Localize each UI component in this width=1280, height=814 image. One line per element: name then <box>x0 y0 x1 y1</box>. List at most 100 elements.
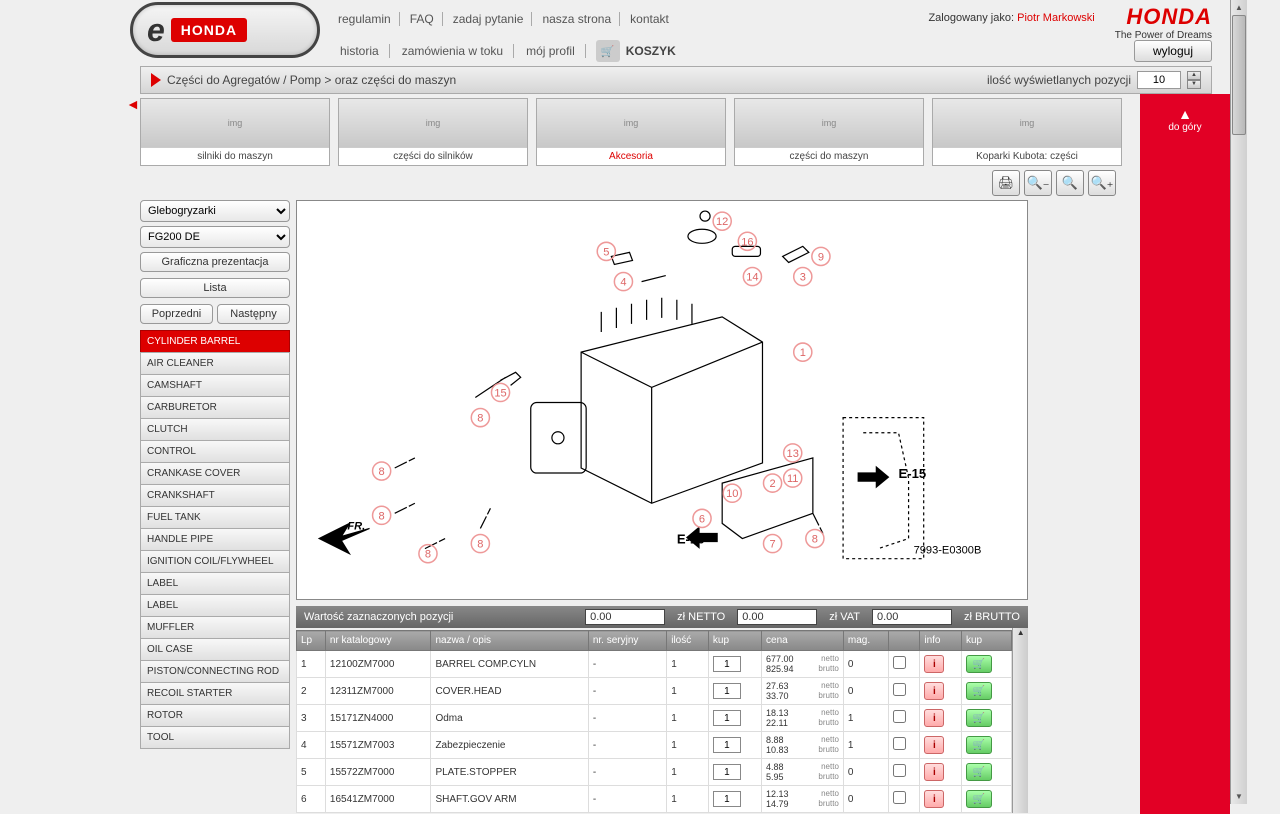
part-group-item[interactable]: CONTROL <box>140 440 290 463</box>
nav-link[interactable]: mój profil <box>516 44 586 58</box>
part-group-item[interactable]: FUEL TANK <box>140 506 290 529</box>
cart-link[interactable]: 🛒 KOSZYK <box>596 40 676 62</box>
zoom-out-button[interactable]: 🔍₋ <box>1024 170 1052 196</box>
svg-text:2: 2 <box>770 478 776 490</box>
category-select[interactable]: Glebogryzarki <box>140 200 290 222</box>
top-link[interactable]: regulamin <box>330 12 400 26</box>
model-select[interactable]: FG200 DE <box>140 226 290 248</box>
prev-button[interactable]: Poprzedni <box>140 304 213 324</box>
count-up-button[interactable]: ▲ <box>1187 71 1201 80</box>
scroll-top-button[interactable]: do góry <box>1140 94 1230 133</box>
page-scrollbar[interactable]: ▲ ▼ <box>1230 0 1247 804</box>
info-icon[interactable]: i <box>924 790 944 808</box>
part-group-item[interactable]: RECOIL STARTER <box>140 682 290 705</box>
info-icon[interactable]: i <box>924 709 944 727</box>
part-group-item[interactable]: IGNITION COIL/FLYWHEEL <box>140 550 290 573</box>
top-link[interactable]: kontakt <box>622 12 677 26</box>
top-link[interactable]: zadaj pytanie <box>445 12 533 26</box>
diagram-svg: 1234567891011121314151688888 E-15 E-16 F… <box>299 201 1024 599</box>
category-thumb: img <box>141 99 329 147</box>
part-group-item[interactable]: MUFFLER <box>140 616 290 639</box>
info-icon[interactable]: i <box>924 736 944 754</box>
part-group-item[interactable]: LABEL <box>140 594 290 617</box>
part-group-item[interactable]: AIR CLEANER <box>140 352 290 375</box>
add-to-cart-icon[interactable]: 🛒 <box>966 763 992 781</box>
buy-qty-input[interactable] <box>713 791 741 807</box>
table-row: 2 12311ZM7000 COVER.HEAD - 1 27.63netto3… <box>297 678 1012 705</box>
part-group-item[interactable]: CYLINDER BARREL <box>140 330 290 353</box>
secondary-nav: historiazamówienia w tokumój profil <box>330 44 586 58</box>
nav-left-arrow-icon[interactable]: ◄ <box>126 96 140 110</box>
part-group-item[interactable]: CRANKASE COVER <box>140 462 290 485</box>
part-group-item[interactable]: CLUTCH <box>140 418 290 441</box>
buy-qty-input[interactable] <box>713 656 741 672</box>
category-thumb: img <box>735 99 923 147</box>
item-count-input[interactable] <box>1137 71 1181 89</box>
part-group-item[interactable]: LABEL <box>140 572 290 595</box>
total-netto: 0.00 <box>585 609 665 625</box>
top-link[interactable]: FAQ <box>402 12 443 26</box>
zoom-reset-button[interactable]: 🔍 <box>1056 170 1084 196</box>
buy-qty-input[interactable] <box>713 764 741 780</box>
table-scrollbar[interactable]: ▲ <box>1012 628 1028 813</box>
parts-table: Lpnr katalogowynazwa / opisnr. seryjnyil… <box>296 630 1012 813</box>
sidebar: Glebogryzarki FG200 DE Graficzna prezent… <box>140 200 290 813</box>
category-card[interactable]: imgsilniki do maszyn <box>140 98 330 166</box>
svg-text:11: 11 <box>787 473 799 485</box>
part-group-item[interactable]: CAMSHAFT <box>140 374 290 397</box>
row-checkbox[interactable] <box>893 737 906 750</box>
row-checkbox[interactable] <box>893 710 906 723</box>
top-link[interactable]: nasza strona <box>534 12 620 26</box>
row-checkbox[interactable] <box>893 683 906 696</box>
table-header: mag. <box>843 631 888 651</box>
logo[interactable]: e HONDA <box>130 2 320 58</box>
category-card[interactable]: imgAkcesoria <box>536 98 726 166</box>
svg-text:7: 7 <box>770 539 776 551</box>
part-group-item[interactable]: TOOL <box>140 726 290 749</box>
table-header: info <box>920 631 962 651</box>
part-group-item[interactable]: PISTON/CONNECTING ROD <box>140 660 290 683</box>
part-group-item[interactable]: CARBURETOR <box>140 396 290 419</box>
svg-text:16: 16 <box>741 236 753 248</box>
row-checkbox[interactable] <box>893 764 906 777</box>
add-to-cart-icon[interactable]: 🛒 <box>966 790 992 808</box>
count-down-button[interactable]: ▼ <box>1187 80 1201 89</box>
table-row: 3 15171ZN4000 Odma - 1 18.13netto22.11br… <box>297 705 1012 732</box>
add-to-cart-icon[interactable]: 🛒 <box>966 682 992 700</box>
row-checkbox[interactable] <box>893 656 906 669</box>
row-checkbox[interactable] <box>893 791 906 804</box>
add-to-cart-icon[interactable]: 🛒 <box>966 736 992 754</box>
info-icon[interactable]: i <box>924 682 944 700</box>
category-label: części do silników <box>339 147 527 165</box>
print-button[interactable]: 🖨 <box>992 170 1020 196</box>
buy-qty-input[interactable] <box>713 710 741 726</box>
buy-qty-input[interactable] <box>713 683 741 699</box>
next-button[interactable]: Następny <box>217 304 290 324</box>
part-group-item[interactable]: ROTOR <box>140 704 290 727</box>
buy-qty-input[interactable] <box>713 737 741 753</box>
logout-button[interactable]: wyloguj <box>1134 40 1212 62</box>
part-group-item[interactable]: HANDLE PIPE <box>140 528 290 551</box>
part-group-item[interactable]: CRANKSHAFT <box>140 484 290 507</box>
svg-text:8: 8 <box>379 466 385 478</box>
totals-bar: Wartość zaznaczonych pozycji 0.00 zł NET… <box>296 606 1028 628</box>
info-icon[interactable]: i <box>924 655 944 673</box>
category-card[interactable]: imgczęści do maszyn <box>734 98 924 166</box>
table-header: cena <box>762 631 844 651</box>
info-icon[interactable]: i <box>924 763 944 781</box>
breadcrumb-bar: Części do Agregatów / Pomp > oraz części… <box>140 66 1212 94</box>
exploded-diagram[interactable]: 1234567891011121314151688888 E-15 E-16 F… <box>296 200 1028 600</box>
add-to-cart-icon[interactable]: 🛒 <box>966 655 992 673</box>
category-card[interactable]: imgczęści do silników <box>338 98 528 166</box>
nav-link[interactable]: zamówienia w toku <box>392 44 514 58</box>
part-group-item[interactable]: OIL CASE <box>140 638 290 661</box>
graphic-view-button[interactable]: Graficzna prezentacja <box>140 252 290 272</box>
table-header: nr. seryjny <box>588 631 666 651</box>
nav-link[interactable]: historia <box>330 44 390 58</box>
list-view-button[interactable]: Lista <box>140 278 290 298</box>
zoom-in-button[interactable]: 🔍₊ <box>1088 170 1116 196</box>
table-row: 4 15571ZM7003 Zabezpieczenie - 1 8.88net… <box>297 732 1012 759</box>
add-to-cart-icon[interactable]: 🛒 <box>966 709 992 727</box>
category-card[interactable]: imgKoparki Kubota: części <box>932 98 1122 166</box>
svg-text:E-16: E-16 <box>677 532 705 547</box>
